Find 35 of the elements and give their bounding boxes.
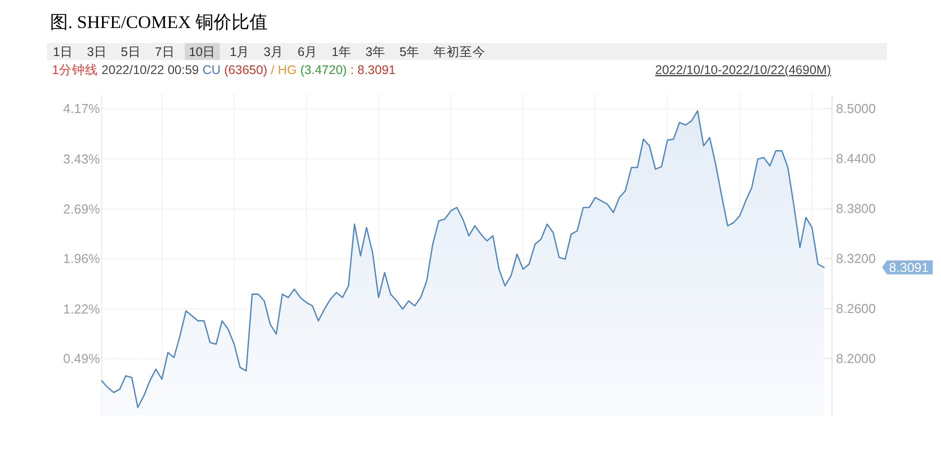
y2-tick-label: 8.2000 [836,350,876,366]
text: 1分钟线 [52,63,98,77]
y-tick-label: 1.96% [63,251,100,266]
text: 3月 [264,45,284,59]
y2-tick-label: 8.4400 [836,150,876,166]
text: 2022/10/22 00:59 [102,63,199,77]
text: : 8.3091 [350,63,396,77]
y2-tick-label: 8.3800 [836,200,876,216]
y-tick-label: 0.49% [63,351,100,366]
text: HG [278,63,297,77]
y-tick-label: 3.43% [63,151,100,166]
text: 3日 [86,45,107,59]
y2-tick-label: 8.2600 [836,300,876,316]
text: 年初至今 [433,45,486,59]
text: 8.3091 [889,260,929,275]
y2-tick-label: 8.5000 [836,100,876,116]
text: 1日 [53,45,73,59]
text: CU [202,63,221,77]
y-tick-label: 4.17% [63,101,100,116]
text: 1月 [230,45,250,59]
text: 5年 [399,45,420,59]
text: 3年 [366,45,386,59]
text: 1年 [332,45,352,59]
chart-title: 图. SHFE/COMEX 铜价比值 [50,12,268,32]
text: / [270,63,275,77]
text: 7日 [154,45,175,59]
text: 6月 [298,45,318,59]
y-tick-label: 2.69% [63,202,100,217]
text: (63650) [224,63,268,77]
text: 5日 [120,45,141,59]
y-tick-label: 1.22% [63,302,100,317]
text: 10日 [188,45,216,59]
text: 2022/10/10-2022/10/22(4690M) [655,63,831,77]
text: (3.4720) [300,63,347,77]
y2-tick-label: 8.3200 [836,250,876,266]
